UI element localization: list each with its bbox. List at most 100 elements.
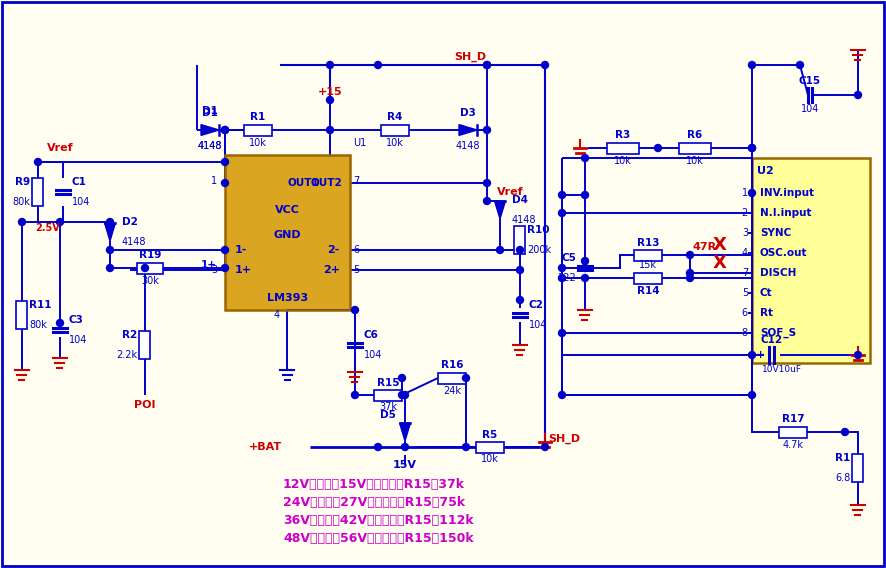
- Text: OUT2: OUT2: [310, 178, 342, 188]
- Text: 4148: 4148: [198, 141, 222, 151]
- Text: 2: 2: [742, 208, 748, 218]
- Text: 222: 222: [557, 273, 576, 283]
- Circle shape: [401, 444, 408, 450]
- Text: +: +: [757, 350, 766, 360]
- Bar: [752, 158, 870, 363]
- Circle shape: [57, 319, 64, 327]
- Text: 10k: 10k: [481, 454, 499, 465]
- Text: C15: C15: [799, 76, 821, 86]
- Circle shape: [496, 247, 503, 253]
- Bar: [438, 373, 466, 383]
- Text: R16: R16: [440, 361, 463, 370]
- Text: 4148: 4148: [122, 237, 146, 247]
- Text: 4.7k: 4.7k: [782, 440, 804, 449]
- Bar: [381, 124, 409, 136]
- Circle shape: [749, 352, 756, 358]
- Bar: [225, 155, 350, 310]
- Text: 2.2k: 2.2k: [116, 350, 137, 360]
- Text: 4148: 4148: [455, 141, 480, 151]
- Text: 104: 104: [801, 104, 820, 114]
- Text: 37k: 37k: [379, 403, 397, 412]
- Polygon shape: [400, 423, 410, 441]
- Text: 6: 6: [353, 245, 359, 255]
- Text: 104: 104: [69, 335, 88, 345]
- Polygon shape: [459, 124, 477, 135]
- Text: C2: C2: [529, 300, 544, 310]
- Text: R19: R19: [139, 250, 161, 261]
- Bar: [607, 143, 639, 153]
- Text: 1: 1: [211, 176, 217, 186]
- Bar: [679, 143, 711, 153]
- Circle shape: [484, 61, 491, 69]
- Circle shape: [558, 329, 565, 336]
- Polygon shape: [201, 124, 219, 135]
- Text: 15V: 15V: [393, 460, 417, 470]
- Text: 5: 5: [353, 265, 359, 275]
- Text: D4: D4: [512, 195, 528, 205]
- Text: 4: 4: [274, 310, 279, 320]
- Circle shape: [327, 97, 333, 103]
- Text: SOF_S: SOF_S: [760, 328, 797, 338]
- Circle shape: [541, 444, 548, 450]
- Circle shape: [142, 265, 149, 272]
- Text: SH_D: SH_D: [454, 52, 486, 62]
- Text: U1: U1: [354, 138, 367, 148]
- Text: R14: R14: [637, 286, 659, 295]
- Circle shape: [375, 61, 382, 69]
- Circle shape: [375, 444, 382, 450]
- Text: 10k: 10k: [614, 156, 632, 165]
- Circle shape: [35, 158, 42, 165]
- Circle shape: [352, 307, 359, 314]
- Circle shape: [581, 257, 588, 265]
- Text: 24V的机器用27V的稳压管，R15为75k: 24V的机器用27V的稳压管，R15为75k: [283, 496, 465, 509]
- Text: R15: R15: [377, 378, 400, 387]
- Circle shape: [749, 144, 756, 152]
- Text: D5: D5: [380, 410, 396, 420]
- Text: OSC.out: OSC.out: [760, 248, 807, 258]
- Text: D2: D2: [122, 217, 138, 227]
- Circle shape: [484, 127, 491, 133]
- Text: R11: R11: [29, 300, 52, 310]
- Circle shape: [222, 127, 229, 133]
- Text: GND: GND: [274, 230, 301, 240]
- Circle shape: [484, 61, 491, 69]
- Circle shape: [222, 265, 229, 272]
- Circle shape: [541, 61, 548, 69]
- Circle shape: [581, 191, 588, 198]
- Circle shape: [222, 127, 229, 133]
- Circle shape: [484, 198, 491, 204]
- Text: +15: +15: [318, 87, 342, 97]
- Circle shape: [222, 158, 229, 165]
- Text: OUT1: OUT1: [287, 178, 319, 188]
- Text: R5: R5: [482, 429, 498, 440]
- Circle shape: [558, 210, 565, 216]
- Text: 2+: 2+: [323, 265, 340, 275]
- Text: 36V的机器用42V的稳压管，R15为112k: 36V的机器用42V的稳压管，R15为112k: [283, 514, 474, 527]
- Text: D1: D1: [202, 108, 218, 118]
- Text: 12V的机器用15V的稳压管，R15为37k: 12V的机器用15V的稳压管，R15为37k: [283, 478, 465, 491]
- Circle shape: [106, 247, 113, 253]
- Text: X: X: [713, 236, 727, 254]
- Text: DISCH: DISCH: [760, 268, 797, 278]
- Bar: [476, 441, 504, 453]
- Circle shape: [462, 374, 470, 382]
- Text: 1: 1: [742, 188, 748, 198]
- Circle shape: [484, 179, 491, 186]
- Text: R3: R3: [616, 131, 631, 140]
- Text: 24k: 24k: [443, 386, 461, 395]
- Text: 3: 3: [742, 228, 748, 238]
- Text: R17: R17: [781, 415, 804, 424]
- Circle shape: [581, 154, 588, 161]
- Text: 1+: 1+: [201, 260, 217, 270]
- Bar: [374, 390, 402, 400]
- Circle shape: [352, 391, 359, 399]
- Text: C5: C5: [561, 253, 576, 263]
- Circle shape: [462, 444, 470, 450]
- Circle shape: [558, 265, 565, 272]
- Text: 200k: 200k: [527, 245, 552, 255]
- Bar: [852, 454, 864, 482]
- Text: LM393: LM393: [267, 293, 308, 303]
- Text: VCC: VCC: [275, 205, 300, 215]
- Circle shape: [517, 247, 524, 253]
- Bar: [33, 178, 43, 206]
